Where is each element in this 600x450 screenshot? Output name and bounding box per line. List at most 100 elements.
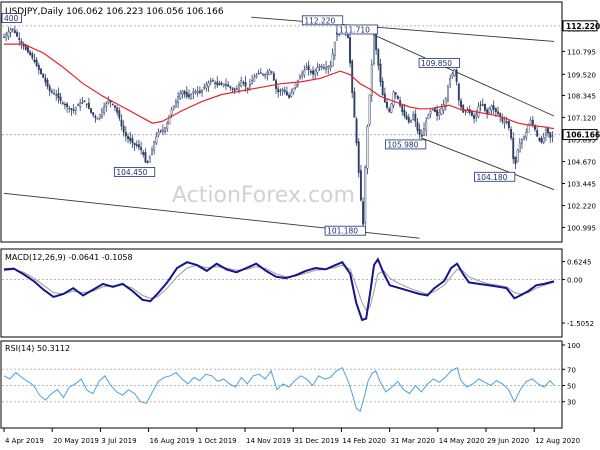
candle (536, 126, 539, 138)
candle (412, 110, 415, 121)
candle (312, 66, 314, 80)
candle (174, 98, 177, 108)
candle (357, 138, 360, 178)
candle (242, 80, 245, 86)
time-tick-label: 29 Jun 2020 (487, 437, 529, 445)
candle (18, 32, 21, 46)
candle (414, 109, 417, 127)
rsi-tick-label: 50 (567, 383, 576, 391)
candle (81, 96, 84, 104)
candle (392, 90, 395, 109)
candle (177, 91, 180, 109)
time-tick-label: 12 Aug 2020 (535, 437, 580, 445)
candle (349, 33, 351, 68)
candle (122, 120, 125, 137)
candle (362, 197, 365, 227)
candle (520, 138, 523, 149)
candle (181, 89, 184, 99)
candle (155, 132, 158, 146)
candle (188, 89, 190, 100)
candle (59, 92, 62, 105)
time-tick-label: 20 May 2019 (53, 437, 99, 445)
candle (146, 160, 149, 164)
candle (473, 112, 476, 124)
candle (157, 128, 160, 138)
candle (94, 114, 97, 123)
macd-tick-label: -1.5052 (567, 320, 594, 328)
candle (79, 98, 82, 111)
macd-tick-label: 0.6245 (567, 259, 592, 267)
candle (462, 103, 465, 114)
candle (31, 51, 34, 60)
candle (222, 83, 225, 88)
candle (190, 92, 193, 100)
candle (151, 146, 153, 156)
svg-text:104.180: 104.180 (476, 173, 507, 182)
candle (142, 149, 145, 158)
level-label: 101.180 (324, 225, 366, 236)
candle (144, 148, 147, 164)
candle (61, 100, 64, 106)
candle (164, 126, 166, 135)
price-tick-label: 103.445 (567, 180, 596, 188)
time-tick-label: 14 Feb 2020 (342, 437, 386, 445)
candle (490, 104, 493, 115)
candle (523, 135, 526, 141)
candle (37, 62, 40, 75)
candle (90, 108, 93, 115)
candle (516, 148, 519, 163)
candle (35, 57, 38, 68)
candle (87, 97, 90, 110)
rsi-tick-label: 100 (567, 342, 580, 350)
candle (50, 88, 53, 94)
candle (231, 87, 234, 93)
candle (264, 73, 267, 80)
candle (209, 77, 212, 86)
time-tick-label: 14 Nov 2019 (246, 437, 291, 445)
price-panel: USDJPY,Daily 106.062 106.223 106.056 106… (0, 1, 600, 243)
candle (16, 29, 19, 38)
candle (538, 137, 541, 143)
candle (55, 89, 58, 101)
candle (410, 119, 412, 123)
candle (229, 85, 232, 91)
svg-text:111.710: 111.710 (339, 25, 370, 34)
candle (262, 73, 264, 77)
candle (11, 28, 14, 33)
candle (290, 88, 293, 98)
candle (74, 106, 77, 116)
candle (427, 113, 430, 120)
price-tick-label: 109.520 (567, 71, 596, 79)
candle (449, 74, 452, 88)
candle (388, 106, 391, 113)
candle (305, 62, 308, 70)
candle (63, 101, 66, 110)
candle (255, 73, 258, 79)
candle (270, 70, 273, 75)
candle (429, 109, 432, 119)
candle (544, 126, 547, 142)
candle (5, 31, 8, 42)
current-price-marker: 106.166 (562, 129, 600, 141)
candle (96, 117, 99, 120)
candle (216, 76, 219, 88)
candle (401, 105, 404, 116)
candle (277, 85, 280, 98)
candle (103, 102, 106, 116)
candle (366, 124, 369, 175)
svg-text:112.220: 112.220 (304, 16, 335, 25)
candle (83, 99, 86, 103)
candle (405, 111, 408, 121)
candle (447, 84, 449, 103)
candle (549, 131, 552, 143)
price-tick-label: 105.895 (567, 136, 596, 144)
time-tick-label: 31 Dec 2019 (294, 437, 339, 445)
rsi-line (3, 366, 555, 413)
time-axis: 4 Apr 2019 20 May 2019 3 Jul 2019 16 Aug 20… (3, 428, 580, 445)
candle (309, 69, 312, 75)
macd-title: MACD(12,26,9) -0.0641 -0.1058 (5, 253, 133, 262)
high-price-marker: 112.220 (562, 20, 600, 32)
candle (444, 97, 447, 111)
candle (105, 101, 108, 112)
candle (196, 86, 199, 97)
